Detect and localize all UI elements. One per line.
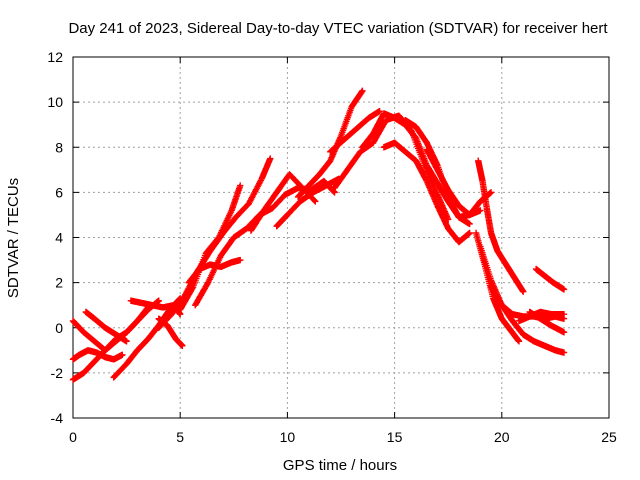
series-arc18 xyxy=(380,139,473,246)
y-tick-label: 4 xyxy=(55,230,63,246)
data-point-markers xyxy=(82,308,130,345)
series-arc10 xyxy=(185,256,244,286)
data-point-markers xyxy=(185,256,244,286)
series-arc15 xyxy=(327,107,383,155)
y-tick-label: -4 xyxy=(51,410,64,426)
series-arc13 xyxy=(273,175,343,230)
series-arc14 xyxy=(294,87,366,201)
series-arc20 xyxy=(423,146,484,219)
series-arc2 xyxy=(69,304,152,383)
x-tick-label: 25 xyxy=(601,429,617,445)
y-tick-label: 12 xyxy=(47,49,63,65)
y-tick-label: 6 xyxy=(55,184,63,200)
y-tick-label: 0 xyxy=(55,320,63,336)
series-arc26 xyxy=(526,308,568,336)
x-tick-label: 0 xyxy=(69,429,77,445)
x-axis-label: GPS time / hours xyxy=(283,457,397,474)
series-arc3 xyxy=(82,308,130,345)
data-point-markers xyxy=(273,175,343,230)
y-tick-label: 2 xyxy=(55,275,63,291)
chart-title: Day 241 of 2023, Sidereal Day-to-day VTE… xyxy=(68,20,608,37)
y-tick-label: -2 xyxy=(51,365,64,381)
data-points xyxy=(69,87,568,383)
data-point-markers xyxy=(327,107,383,155)
series-arc4 xyxy=(69,347,126,363)
data-point-markers xyxy=(294,87,366,201)
x-tick-label: 10 xyxy=(280,429,296,445)
data-point-markers xyxy=(380,139,473,246)
x-tick-label: 15 xyxy=(387,429,403,445)
y-tick-label: 8 xyxy=(55,139,63,155)
data-point-markers xyxy=(475,157,527,295)
data-point-markers xyxy=(177,182,244,313)
data-point-markers xyxy=(69,304,152,383)
data-point-markers xyxy=(526,308,568,336)
data-point-markers xyxy=(69,347,126,363)
y-tick-label: 10 xyxy=(47,94,63,110)
data-point-markers xyxy=(532,265,568,293)
y-axis-label: SDTVAR / TECUs xyxy=(5,178,22,298)
data-point-markers xyxy=(423,146,484,219)
x-tick-label: 20 xyxy=(494,429,510,445)
series-arc27 xyxy=(532,265,568,293)
x-tick-label: 5 xyxy=(176,429,184,445)
series-arc21 xyxy=(475,157,527,295)
axis-ticks: 0 5 10 15 20 25 -4 -2 0 2 4 6 8 10 12 xyxy=(47,49,617,445)
series-arc9 xyxy=(177,182,244,313)
